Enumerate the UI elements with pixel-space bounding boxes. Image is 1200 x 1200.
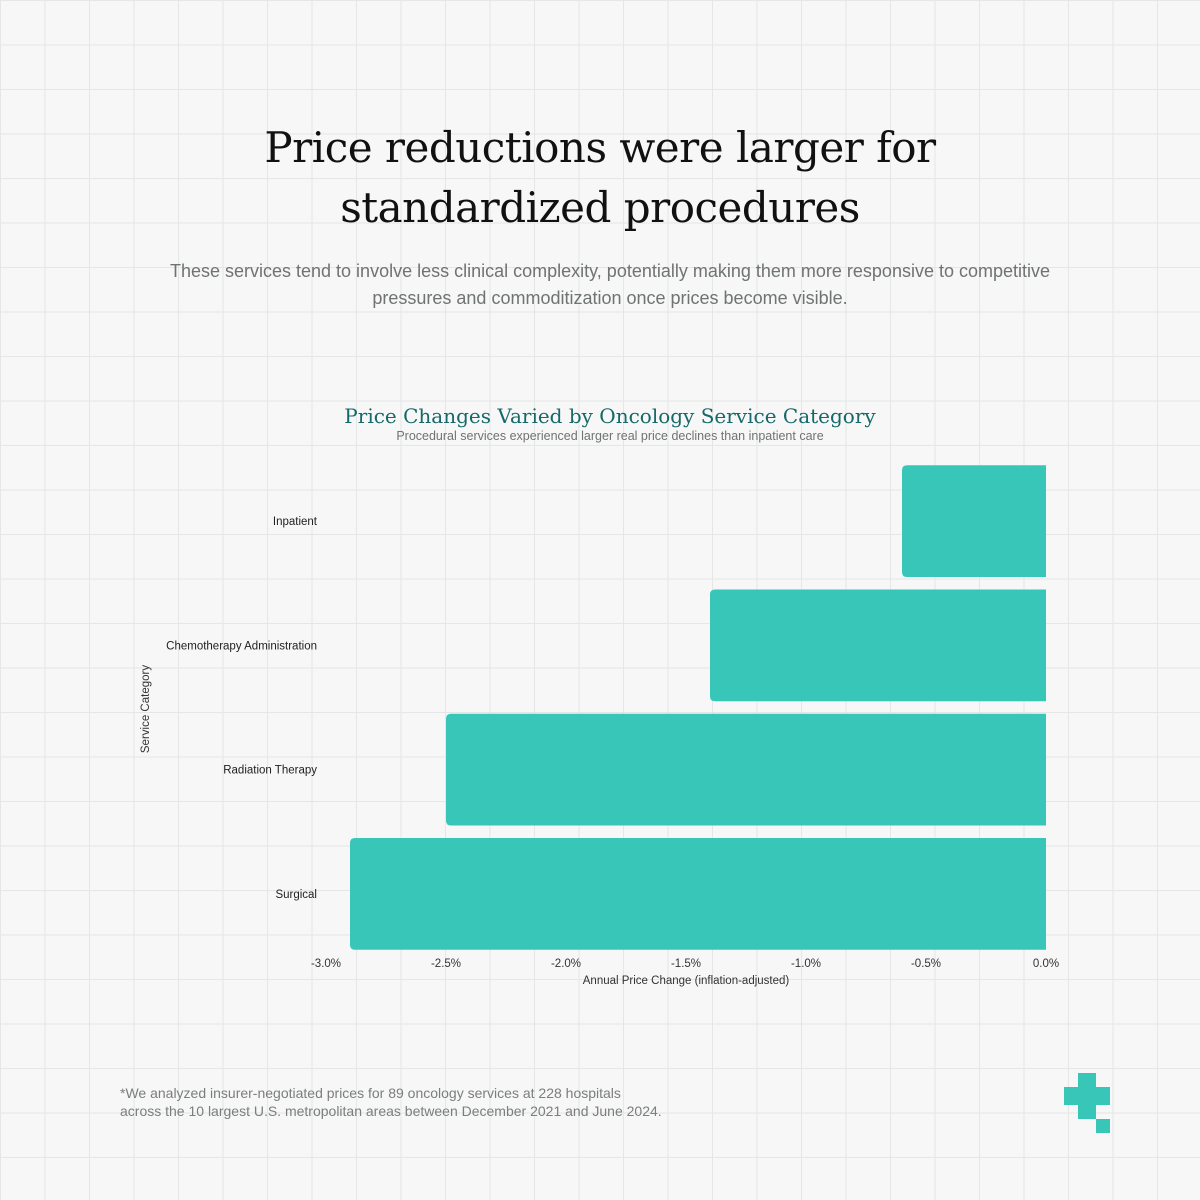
x-tick-label: -1.0% xyxy=(791,958,821,970)
headline: Price reductions were larger for standar… xyxy=(150,118,1050,238)
category-label: Inpatient xyxy=(273,516,318,528)
bar-radiation-therapy xyxy=(446,713,1046,826)
footnote: *We analyzed insurer-negotiated prices f… xyxy=(120,1084,740,1120)
plus-cross-logo-icon xyxy=(1064,1073,1112,1135)
footnote-line-1: *We analyzed insurer-negotiated prices f… xyxy=(120,1085,621,1101)
x-axis-label: Annual Price Change (inflation-adjusted) xyxy=(583,975,790,987)
category-label: Surgical xyxy=(275,889,317,901)
headline-text: Price reductions were larger for standar… xyxy=(264,123,936,232)
category-label: Radiation Therapy xyxy=(223,765,317,777)
chart-title: Price Changes Varied by Oncology Service… xyxy=(344,404,876,428)
y-axis-label: Service Category xyxy=(140,665,152,753)
bars-group xyxy=(350,465,1046,950)
x-tick-labels-group: -3.0% -2.5% -2.0% -1.5% -1.0% -0.5% 0.0% xyxy=(311,958,1059,970)
chart-subtitle: Procedural services experienced larger r… xyxy=(396,429,823,443)
x-tick-label: -0.5% xyxy=(911,958,941,970)
x-tick-label: -2.5% xyxy=(431,958,461,970)
category-labels-group: Inpatient Chemotherapy Administration Radi… xyxy=(166,516,318,901)
bar-inpatient xyxy=(902,465,1046,578)
x-tick-label: -2.0% xyxy=(551,958,581,970)
category-label: Chemotherapy Administration xyxy=(166,640,317,652)
x-tick-label: -3.0% xyxy=(311,958,341,970)
footnote-line-2: across the 10 largest U.S. metropolitan … xyxy=(120,1103,662,1119)
x-tick-label: -1.5% xyxy=(671,958,701,970)
bar-chemotherapy-administration xyxy=(710,589,1046,702)
bar-surgical xyxy=(350,837,1046,950)
subheadline: These services tend to involve less clin… xyxy=(169,261,1051,308)
x-tick-label: 0.0% xyxy=(1033,958,1059,970)
